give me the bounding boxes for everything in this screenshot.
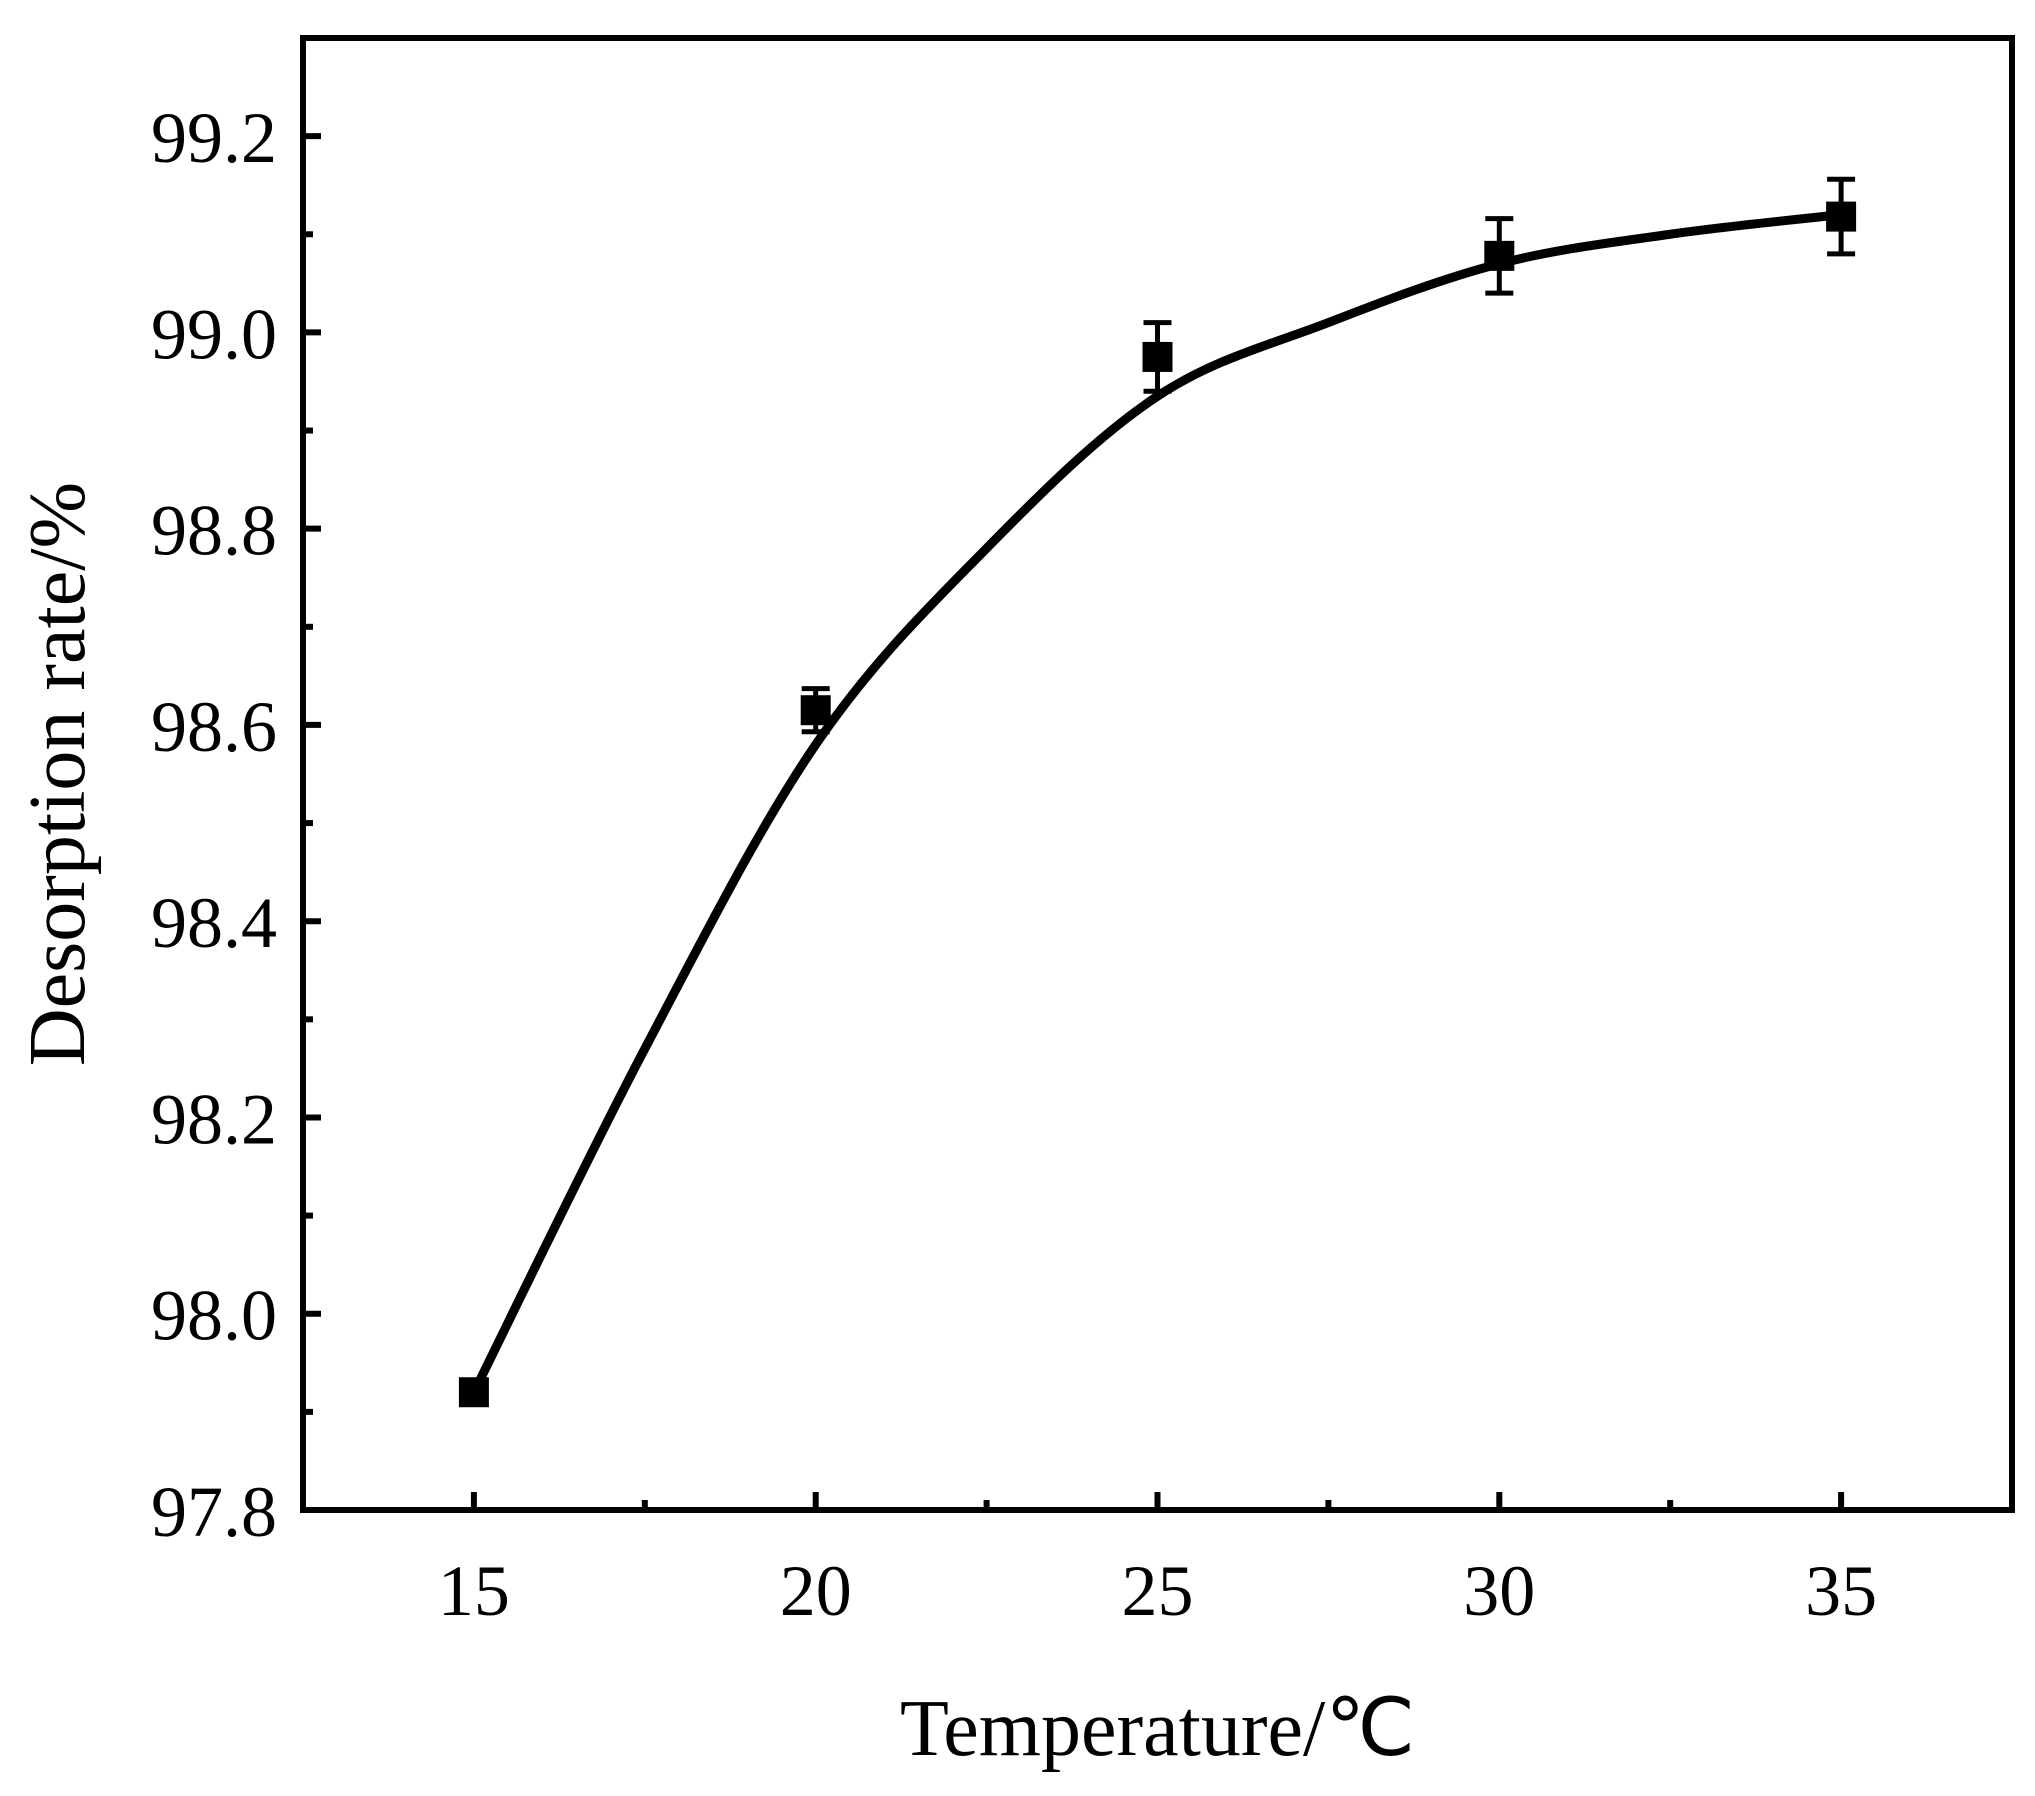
y-tick-label: 97.8: [151, 1472, 277, 1552]
y-tick-label: 98.0: [151, 1276, 277, 1356]
y-axis-title: Desorption rate/%: [14, 482, 102, 1066]
data-point: [801, 695, 831, 725]
data-point: [459, 1377, 489, 1407]
x-tick-label: 25: [1122, 1551, 1194, 1631]
axis-ticks: [303, 136, 1841, 1510]
x-tick-label: 35: [1805, 1551, 1877, 1631]
y-tick-label: 98.2: [151, 1079, 277, 1159]
y-tick-label: 99.2: [151, 98, 277, 178]
tick-labels: 15 20 25 30 35 97.8 98.0 98.2 98.4 98.6 98.8 99.0 99…: [151, 98, 1877, 1631]
data-point: [1484, 241, 1514, 271]
x-tick-label: 20: [780, 1551, 852, 1631]
x-axis-title: Temperature/℃: [900, 1685, 1415, 1773]
x-tick-label: 15: [438, 1551, 510, 1631]
y-tick-label: 99.0: [151, 294, 277, 374]
x-tick-label: 30: [1463, 1551, 1535, 1631]
data-point: [1826, 202, 1856, 232]
plot-frame: [303, 38, 2012, 1510]
y-tick-label: 98.6: [151, 687, 277, 767]
y-tick-label: 98.4: [151, 883, 277, 963]
y-tick-label: 98.8: [151, 491, 277, 571]
data-point: [1143, 342, 1173, 372]
